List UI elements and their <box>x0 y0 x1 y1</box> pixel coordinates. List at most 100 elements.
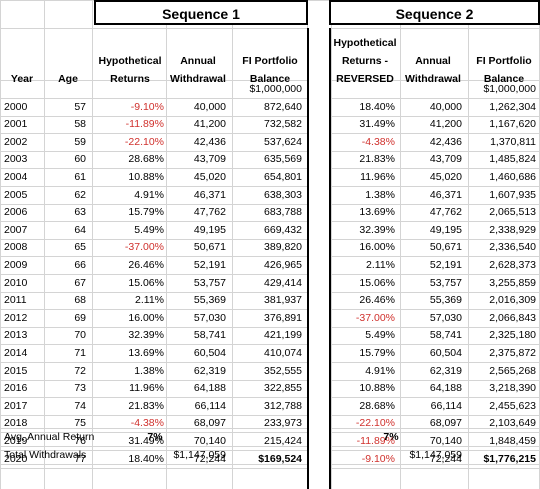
cell-w1: 62,319 <box>193 364 226 377</box>
cell-b1: 233,973 <box>264 417 302 430</box>
cell-b2: $1,776,215 <box>483 452 536 465</box>
cell-b2: 1,167,620 <box>489 118 536 131</box>
cell-age: 67 <box>74 276 86 289</box>
cell-r1: 16.00% <box>128 311 164 324</box>
grid-v-line <box>468 0 469 489</box>
cell-b1: 426,965 <box>264 258 302 271</box>
start-balance-1: $1,000,000 <box>249 83 302 95</box>
grid-h-line <box>0 203 540 205</box>
cell-year: 2007 <box>4 223 28 236</box>
cell-w1: 53,757 <box>193 276 226 289</box>
cell-r1: 4.91% <box>134 188 164 201</box>
col-header-year: Year <box>10 73 34 85</box>
cell-w1: 70,140 <box>193 434 226 447</box>
cell-w1: 40,000 <box>193 100 226 113</box>
cell-r1: 5.49% <box>134 223 164 236</box>
grid-v-line <box>44 0 45 489</box>
cell-r2: -9.10% <box>361 452 395 465</box>
cell-w2: 60,504 <box>429 346 462 359</box>
cell-r1: 26.46% <box>128 258 164 271</box>
cell-age: 62 <box>74 188 86 201</box>
cell-age: 68 <box>74 294 86 307</box>
cell-r2: 21.83% <box>359 153 395 166</box>
cell-w1: 46,371 <box>193 188 226 201</box>
cell-year: 2020 <box>4 452 28 465</box>
grid-v-line <box>400 0 401 489</box>
cell-age: 70 <box>74 329 86 342</box>
cell-r1: -22.10% <box>124 135 164 148</box>
cell-r1: -4.38% <box>130 417 164 430</box>
cell-b2: 2,375,872 <box>489 346 536 359</box>
cell-r1: 18.40% <box>128 452 164 465</box>
cell-w1: 72,244 <box>193 452 226 465</box>
cell-b2: 2,336,540 <box>489 241 536 254</box>
cell-year: 2018 <box>4 417 28 430</box>
cell-w2: 49,195 <box>429 223 462 236</box>
cell-b2: 2,066,843 <box>489 311 536 324</box>
cell-b1: 429,414 <box>264 276 302 289</box>
grid-h-line <box>0 464 540 465</box>
cell-w1: 58,741 <box>193 329 226 342</box>
grid-h-line <box>0 150 540 152</box>
grid-h-line <box>0 98 540 99</box>
cell-b2: 2,455,623 <box>489 399 536 412</box>
cell-w1: 49,195 <box>193 223 226 236</box>
cell-w2: 47,762 <box>429 206 462 219</box>
grid-h-line <box>0 379 540 381</box>
cell-w2: 57,030 <box>429 311 462 324</box>
cell-age: 57 <box>74 100 86 113</box>
cell-r2: 15.79% <box>359 346 395 359</box>
cell-year: 2009 <box>4 258 28 271</box>
cell-w2: 41,200 <box>429 118 462 131</box>
cell-b1: 381,937 <box>264 294 302 307</box>
cell-age: 75 <box>74 417 86 430</box>
cell-age: 72 <box>74 364 86 377</box>
cell-year: 2006 <box>4 206 28 219</box>
cell-r2: 31.49% <box>359 118 395 131</box>
cell-w2: 55,369 <box>429 294 462 307</box>
cell-r1: -37.00% <box>124 241 164 254</box>
grid-h-line <box>0 80 540 81</box>
cell-r1: 15.06% <box>128 276 164 289</box>
total-withdrawals-label: Total Withdrawals <box>4 449 87 461</box>
grid-h-line <box>0 291 540 293</box>
cell-age: 60 <box>74 153 86 166</box>
grid-h-line <box>0 274 540 275</box>
cell-w2: 50,671 <box>429 241 462 254</box>
cell-year: 2015 <box>4 364 28 377</box>
cell-year: 2005 <box>4 188 28 201</box>
cell-b1: 638,303 <box>264 188 302 201</box>
grid-h-line <box>0 238 540 240</box>
cell-age: 76 <box>74 434 86 447</box>
cell-age: 74 <box>74 399 86 412</box>
cell-r2: 28.68% <box>359 399 395 412</box>
cell-r1: 2.11% <box>135 294 164 307</box>
sequence-1-title: Sequence 1 <box>94 0 308 25</box>
grid-h-line <box>0 344 540 346</box>
cell-b2: 2,016,309 <box>489 294 536 307</box>
cell-w2: 52,191 <box>429 258 462 271</box>
cell-b2: 3,218,390 <box>489 382 536 395</box>
cell-w2: 45,020 <box>429 170 462 183</box>
cell-r1: 28.68% <box>128 153 164 166</box>
cell-age: 63 <box>74 206 86 219</box>
cell-b2: 1,370,811 <box>490 135 536 148</box>
cell-r1: 15.79% <box>128 206 164 219</box>
sequence-2-title: Sequence 2 <box>329 0 540 25</box>
cell-year: 2012 <box>4 311 28 324</box>
cell-age: 58 <box>74 118 86 131</box>
grid-h-line <box>0 186 540 187</box>
col-header-age: Age <box>58 73 78 85</box>
col-header-hyp-returns-reversed: Hypothetical Returns - REVERSED <box>333 37 397 85</box>
cell-b1: 872,640 <box>264 100 302 113</box>
cell-w1: 68,097 <box>193 417 226 430</box>
grid-h-line <box>0 414 540 416</box>
cell-age: 66 <box>74 258 86 271</box>
grid-h-line <box>0 115 540 117</box>
cell-w2: 70,140 <box>429 434 462 447</box>
grid-v-line <box>232 0 233 489</box>
grid-h-line <box>0 221 540 223</box>
cell-w2: 62,319 <box>429 364 462 377</box>
cell-b2: 2,628,373 <box>489 258 536 271</box>
